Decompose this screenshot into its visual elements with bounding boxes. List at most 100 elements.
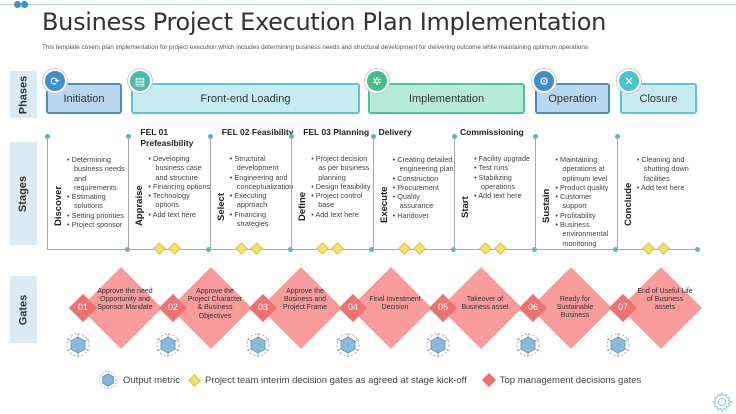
stage-title: Delivery — [378, 127, 412, 137]
legend-output-metric: Output metric — [123, 374, 181, 386]
stage-bullet: Developing business case and structure — [148, 154, 210, 182]
stage-bullet: Project decision as per business plannin… — [311, 154, 373, 182]
output-metric-icon — [515, 332, 541, 358]
legend: Output metric Project team interim decis… — [98, 370, 641, 390]
phase-label: Closure — [639, 92, 678, 105]
stage-bullets: Project decision as per business plannin… — [311, 154, 373, 219]
cart-icon: ▤ — [128, 69, 152, 93]
stage-bullets: Developing business case and structureFi… — [148, 154, 211, 219]
stage-dot — [207, 134, 213, 139]
stage-dot — [125, 247, 130, 252]
stage-bullet: Setting priorities — [67, 211, 129, 220]
output-metric-icon — [99, 371, 117, 389]
page-title: Business Project Execution Plan Implemen… — [42, 8, 607, 36]
stage-bullet: Procurement — [393, 183, 455, 192]
stage-label: Select — [215, 192, 227, 221]
stage-bullet: Executing approach — [230, 191, 292, 210]
stage-column — [372, 138, 454, 250]
output-metric-icon — [65, 332, 91, 358]
phase-label: Implementation — [408, 92, 485, 105]
stage-bullet: Creating detailed engineering plan — [393, 155, 455, 174]
gear-play-icon: ⚙ — [532, 69, 556, 93]
gear-icon — [711, 391, 733, 413]
stage-title: Commissioning — [460, 127, 524, 137]
stage-bullet: Technology options — [148, 191, 210, 210]
legend-interim: Project team interim decision gates as a… — [205, 374, 467, 386]
stage-bullet: Business environmental monitoring — [555, 220, 617, 248]
stages-label: Stages — [10, 142, 37, 245]
phase-front-end-loading: Front-end Loading — [131, 83, 360, 114]
stage-bullet: Customer support — [555, 192, 617, 211]
gate-text: Takeover of Business asset — [461, 296, 509, 312]
stage-bullet: Construction — [393, 174, 455, 183]
stage-dot — [45, 134, 50, 139]
stage-label: Appraise — [134, 185, 146, 226]
close-circle-icon: ✕ — [617, 69, 641, 93]
gate-number: 01 — [77, 302, 88, 312]
legend-top: Top management decisions gates — [499, 374, 642, 386]
gate-number: 03 — [257, 302, 268, 312]
cycle-icon: ⟳ — [43, 69, 67, 93]
stage-bullet: Add text here — [637, 183, 699, 192]
stage-label: Execute — [378, 186, 390, 224]
stage-dot — [532, 247, 537, 252]
stages-label-text: Stages — [17, 175, 30, 212]
stage-dot — [614, 134, 620, 139]
phases-label-text: Phases — [17, 75, 30, 114]
stage-bullet: Structural development — [230, 154, 292, 173]
stage-dot — [452, 134, 457, 139]
stage-dot — [126, 134, 132, 139]
stage-column — [535, 138, 617, 250]
phases-label: Phases — [10, 71, 37, 118]
gate-text: Ready for Sustainable Business — [556, 296, 594, 320]
phase-implementation: Implementation — [368, 83, 525, 114]
output-metric-icon — [425, 332, 451, 358]
header-dot — [14, 1, 21, 8]
gate-number: 05 — [437, 302, 448, 312]
stage-bullet: Maintaining operations at optimum level — [555, 155, 617, 183]
stage-label: Start — [460, 196, 471, 218]
stage-bullet: Handover — [393, 211, 455, 220]
gate-text: Approve the Project Character & Business… — [187, 288, 243, 320]
stage-bullet: Financing options — [148, 182, 210, 191]
stage-column — [47, 138, 128, 250]
stage-bullet: Profitability — [555, 211, 617, 220]
stage-bullets: Determining business needs and requireme… — [67, 155, 129, 229]
stage-title: FEL 03 Planning — [303, 127, 370, 137]
stage-label: Discover — [53, 185, 64, 226]
gate-text: End of Useful Life of Business assets — [637, 288, 693, 312]
stage-bullet: Project sponsor — [67, 220, 129, 229]
stage-bullet: Add text here — [148, 210, 210, 219]
stage-bullets: Structural developmentEngineering and co… — [230, 154, 293, 229]
stage-bullet: Financing strategies — [230, 210, 292, 229]
gate-number: 04 — [347, 302, 358, 312]
stage-bullet: Design feasibility — [311, 182, 373, 191]
gate-text: Approve the Business and Project Frame — [283, 288, 327, 312]
stage-dot — [289, 134, 295, 139]
stage-bullet: Product quality — [555, 183, 617, 192]
top-gate-icon — [481, 372, 496, 388]
output-metric-icon — [605, 332, 631, 358]
phase-label: Operation — [548, 92, 597, 105]
gate-number: 02 — [167, 302, 178, 312]
stage-title: FEL 02 Feasibility — [221, 127, 294, 137]
stage-dot — [206, 247, 212, 252]
output-metric-icon — [155, 332, 181, 358]
stage-dot — [287, 247, 293, 252]
gate-number: 07 — [617, 302, 628, 312]
stage-bullets: Cleaning and shutting down facilitiesAdd… — [637, 155, 699, 192]
stage-label: Conclude — [622, 182, 634, 226]
interim-gate-icon — [188, 373, 201, 387]
stage-bullets: Maintaining operations at optimum levelP… — [555, 155, 617, 248]
gates-label: Gates — [10, 276, 37, 343]
stage-bullet: Stabilizing operations — [474, 173, 536, 192]
stage-dot — [533, 134, 539, 139]
phase-initiation: Initiation — [46, 83, 122, 114]
stage-dot — [450, 247, 456, 252]
gate-number: 06 — [527, 302, 538, 312]
stage-dot — [369, 247, 375, 252]
phase-label: Front-end Loading — [200, 92, 291, 105]
stage-bullet: Facility upgrade — [474, 154, 536, 163]
stage-bullets: Creating detailed engineering planConstr… — [393, 155, 455, 220]
stage-title: FEL 01 Prefeasibility — [140, 127, 194, 148]
